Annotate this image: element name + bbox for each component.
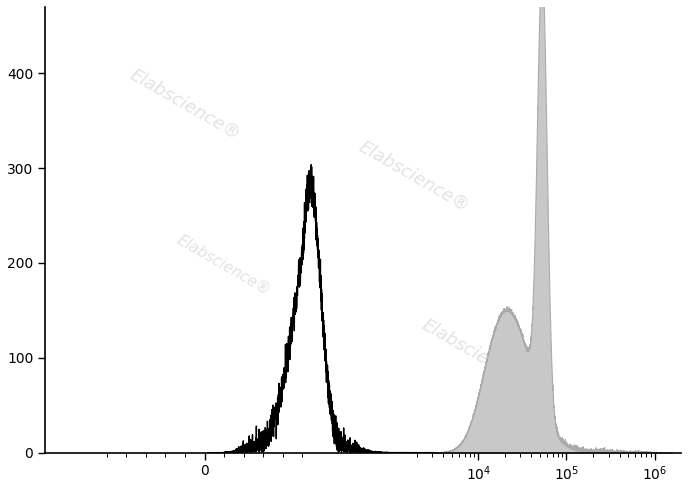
Text: Elabscience®: Elabscience®	[127, 66, 244, 144]
Text: Elabscience®: Elabscience®	[419, 316, 536, 393]
Text: Elabscience®: Elabscience®	[174, 233, 272, 298]
Text: Elabscience®: Elabscience®	[356, 137, 473, 215]
